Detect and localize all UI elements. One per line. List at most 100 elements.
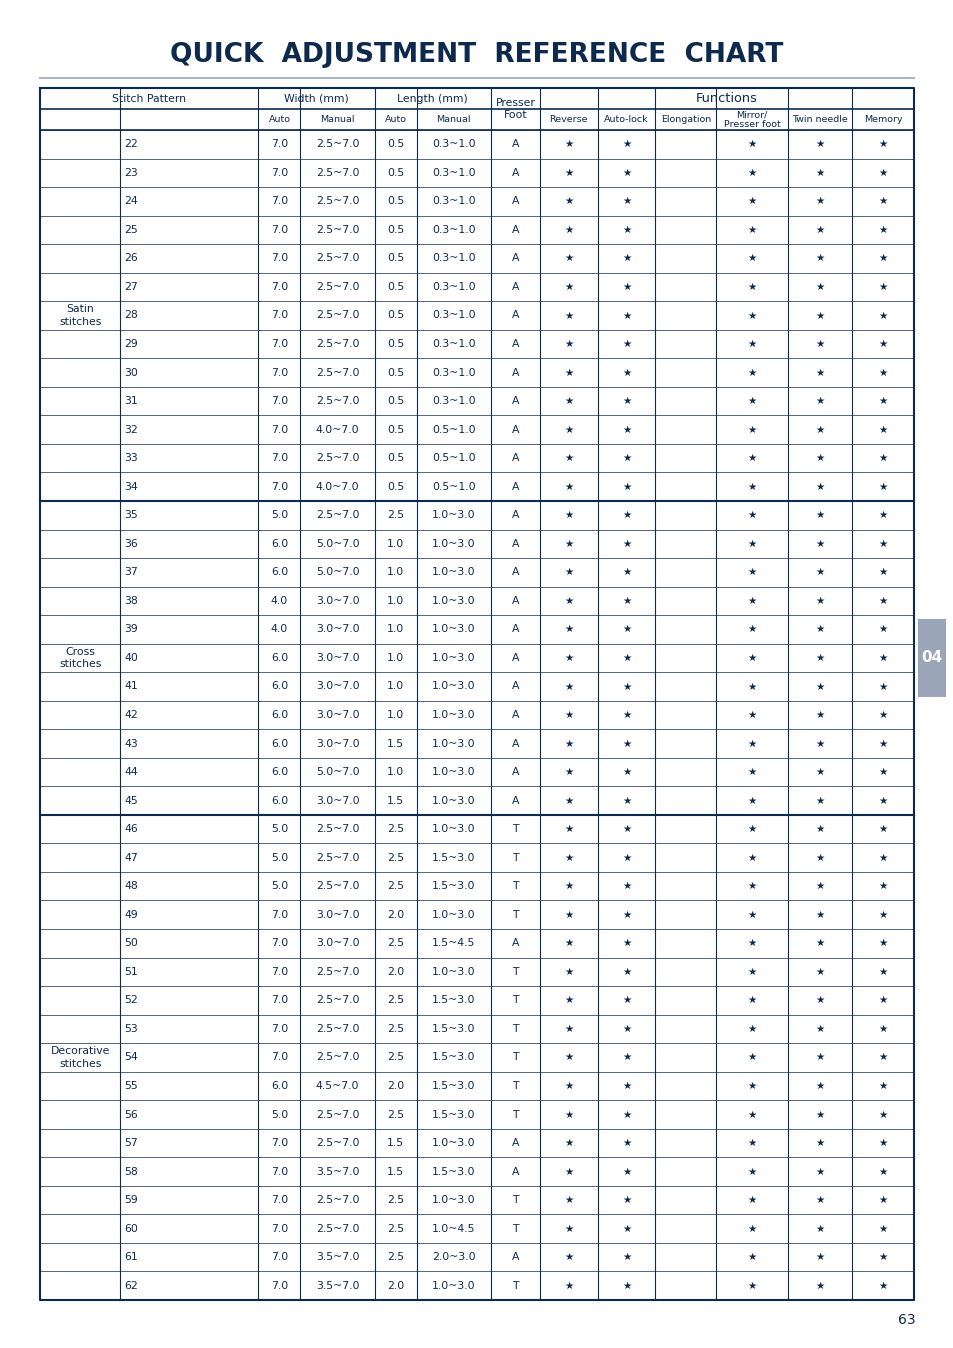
Text: 50: 50	[124, 938, 138, 948]
Text: ★: ★	[563, 739, 573, 748]
Text: 2.5: 2.5	[387, 938, 404, 948]
Text: 4.5~7.0: 4.5~7.0	[315, 1081, 359, 1091]
Text: 58: 58	[124, 1166, 138, 1177]
Text: ★: ★	[563, 253, 573, 263]
Text: 2.5~7.0: 2.5~7.0	[315, 1024, 359, 1034]
Text: 26: 26	[124, 253, 138, 263]
Text: 48: 48	[124, 882, 138, 891]
Text: 2.0: 2.0	[387, 1081, 404, 1091]
Text: 7.0: 7.0	[271, 310, 288, 321]
Text: A: A	[511, 340, 518, 349]
Text: ★: ★	[747, 253, 756, 263]
Text: ★: ★	[563, 139, 573, 150]
Text: 2.5~7.0: 2.5~7.0	[315, 167, 359, 178]
Text: 6.0: 6.0	[271, 710, 288, 720]
Text: ★: ★	[815, 568, 823, 577]
Text: ★: ★	[621, 882, 631, 891]
Text: 1.5~3.0: 1.5~3.0	[432, 1024, 476, 1034]
Text: 33: 33	[124, 453, 138, 464]
Text: T: T	[512, 1281, 518, 1291]
Text: A: A	[511, 253, 518, 263]
Text: Functions: Functions	[696, 92, 757, 105]
Text: 0.5: 0.5	[387, 425, 404, 434]
Text: ★: ★	[878, 1166, 886, 1177]
Text: Length (mm): Length (mm)	[397, 93, 468, 104]
Text: ★: ★	[563, 910, 573, 919]
Text: ★: ★	[563, 167, 573, 178]
Text: T: T	[512, 824, 518, 834]
Text: A: A	[511, 539, 518, 549]
Text: ★: ★	[621, 282, 631, 293]
Text: ★: ★	[563, 481, 573, 492]
Text: ★: ★	[815, 1138, 823, 1148]
Text: 0.5: 0.5	[387, 340, 404, 349]
Text: A: A	[511, 739, 518, 748]
Text: Width (mm): Width (mm)	[284, 93, 349, 104]
Text: A: A	[511, 568, 518, 577]
Text: 7.0: 7.0	[271, 1281, 288, 1291]
Text: 6.0: 6.0	[271, 795, 288, 806]
Text: ★: ★	[563, 396, 573, 406]
Text: 54: 54	[124, 1053, 138, 1062]
Text: ★: ★	[747, 767, 756, 776]
Text: ★: ★	[747, 453, 756, 464]
Text: ★: ★	[747, 1024, 756, 1034]
Text: Manual: Manual	[436, 115, 471, 124]
Text: ★: ★	[747, 652, 756, 663]
Text: ★: ★	[747, 511, 756, 520]
Text: ★: ★	[621, 1166, 631, 1177]
Text: 3.5~7.0: 3.5~7.0	[315, 1252, 359, 1262]
Text: 23: 23	[124, 167, 138, 178]
Text: 7.0: 7.0	[271, 1196, 288, 1205]
Text: 2.5~7.0: 2.5~7.0	[315, 197, 359, 206]
Text: ★: ★	[747, 197, 756, 206]
Text: QUICK  ADJUSTMENT  REFERENCE  CHART: QUICK ADJUSTMENT REFERENCE CHART	[171, 42, 782, 67]
Text: 7.0: 7.0	[271, 167, 288, 178]
Text: ★: ★	[563, 539, 573, 549]
Text: A: A	[511, 167, 518, 178]
Text: ★: ★	[815, 710, 823, 720]
Text: ★: ★	[815, 1224, 823, 1233]
Text: ★: ★	[621, 853, 631, 863]
Text: ★: ★	[621, 1224, 631, 1233]
Text: ★: ★	[747, 995, 756, 1006]
Text: ★: ★	[747, 425, 756, 434]
Bar	[917, 619, 945, 697]
Text: 3.0~7.0: 3.0~7.0	[315, 739, 359, 748]
Text: 31: 31	[124, 396, 138, 406]
Text: A: A	[511, 652, 518, 663]
Text: 7.0: 7.0	[271, 995, 288, 1006]
Text: 0.5: 0.5	[387, 139, 404, 150]
Text: ★: ★	[747, 624, 756, 635]
Text: ★: ★	[878, 739, 886, 748]
Text: ★: ★	[878, 310, 886, 321]
Text: 2.0: 2.0	[387, 910, 404, 919]
Text: 1.5~4.5: 1.5~4.5	[432, 938, 475, 948]
Text: 2.5~7.0: 2.5~7.0	[315, 310, 359, 321]
Text: 3.0~7.0: 3.0~7.0	[315, 682, 359, 692]
Text: ★: ★	[747, 853, 756, 863]
Text: Auto-lock: Auto-lock	[603, 115, 648, 124]
Text: ★: ★	[878, 167, 886, 178]
Text: Manual: Manual	[320, 115, 355, 124]
Text: 2.5~7.0: 2.5~7.0	[315, 511, 359, 520]
Text: A: A	[511, 767, 518, 776]
Text: 7.0: 7.0	[271, 253, 288, 263]
Text: 2.5~7.0: 2.5~7.0	[315, 253, 359, 263]
Text: ★: ★	[815, 1081, 823, 1091]
Text: A: A	[511, 197, 518, 206]
Text: ★: ★	[815, 481, 823, 492]
Text: 40: 40	[124, 652, 138, 663]
Text: 7.0: 7.0	[271, 396, 288, 406]
Text: 4.0: 4.0	[271, 624, 288, 635]
Text: ★: ★	[878, 197, 886, 206]
Text: A: A	[511, 139, 518, 150]
Text: ★: ★	[563, 710, 573, 720]
Text: ★: ★	[563, 652, 573, 663]
Text: ★: ★	[815, 682, 823, 692]
Text: 0.3~1.0: 0.3~1.0	[432, 167, 476, 178]
Text: ★: ★	[621, 197, 631, 206]
Text: ★: ★	[878, 368, 886, 377]
Text: 0.5~1.0: 0.5~1.0	[432, 425, 476, 434]
Text: 0.5~1.0: 0.5~1.0	[432, 481, 476, 492]
